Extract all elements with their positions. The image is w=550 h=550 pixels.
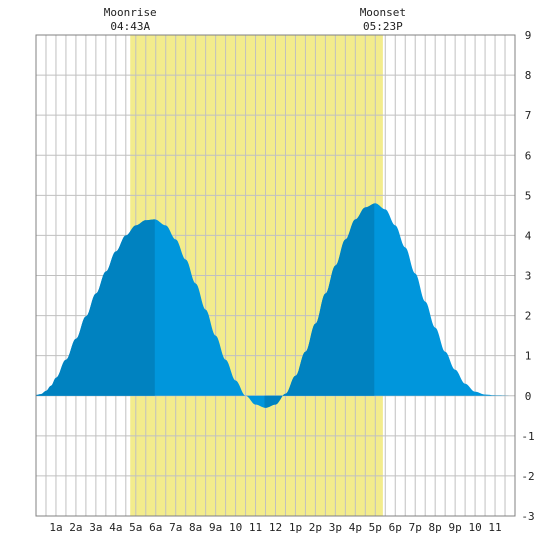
moonset-time: 05:23P: [363, 20, 403, 33]
y-tick-label: 9: [525, 29, 532, 42]
moonset-label: Moonset: [360, 6, 406, 19]
x-tick-label: 2p: [309, 521, 322, 534]
y-tick-label: 4: [525, 229, 532, 242]
tide-area-layer: [36, 203, 515, 408]
y-tick-label: -3: [521, 510, 534, 523]
plot-frame: [35, 34, 516, 517]
x-tick-label: 6p: [389, 521, 402, 534]
x-tick-label: 1a: [49, 521, 62, 534]
y-tick-label: 2: [525, 310, 532, 323]
x-tick-label: 2a: [69, 521, 82, 534]
x-tick-label: 6a: [149, 521, 162, 534]
y-tick-label: 1: [525, 350, 532, 363]
tide-area-rising: [36, 219, 155, 396]
y-tick-label: -2: [521, 470, 534, 483]
y-tick-label: 5: [525, 189, 532, 202]
moonrise-label: Moonrise: [104, 6, 157, 19]
x-tick-label: 1p: [289, 521, 302, 534]
x-tick-label: 11: [488, 521, 501, 534]
y-tick-label: 8: [525, 69, 532, 82]
y-tick-label: 6: [525, 149, 532, 162]
tide-area-rising: [264, 203, 375, 408]
x-tick-label: 4a: [109, 521, 122, 534]
plot-frame-layer: [35, 34, 516, 517]
x-tick-label: 8a: [189, 521, 202, 534]
y-tick-label: 0: [525, 390, 532, 403]
x-tick-label: 3p: [329, 521, 342, 534]
x-tick-label: 5p: [369, 521, 382, 534]
x-tick-label: 7p: [409, 521, 422, 534]
x-tick-label: 7a: [169, 521, 182, 534]
x-tick-label: 9p: [449, 521, 462, 534]
x-tick-label: 10: [229, 521, 242, 534]
moonrise-time: 04:43A: [110, 20, 150, 33]
x-tick-label: 5a: [129, 521, 142, 534]
x-tick-label: 12: [269, 521, 282, 534]
x-tick-label: 8p: [429, 521, 442, 534]
y-tick-label: 7: [525, 109, 532, 122]
x-tick-label: 3a: [89, 521, 102, 534]
x-tick-label: 9a: [209, 521, 222, 534]
y-tick-label: 3: [525, 270, 532, 283]
x-tick-label: 4p: [349, 521, 362, 534]
y-tick-label: -1: [521, 430, 534, 443]
tide-area: [36, 203, 515, 408]
x-tick-label: 11: [249, 521, 262, 534]
x-tick-label: 10: [468, 521, 481, 534]
